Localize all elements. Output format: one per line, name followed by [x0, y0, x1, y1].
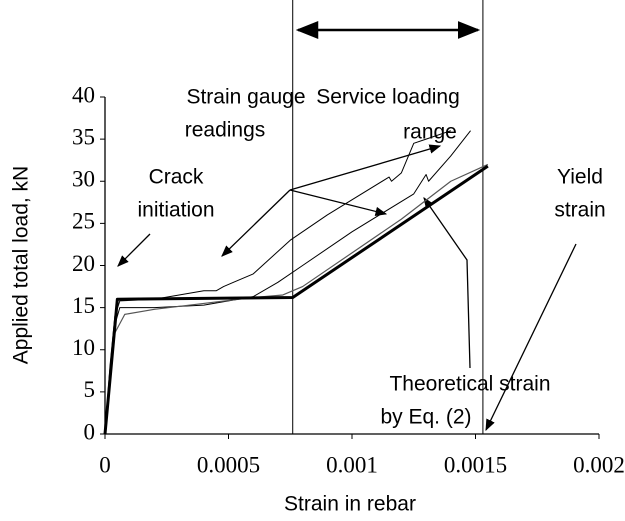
annotation: Crack: [149, 166, 204, 189]
x-tick-label: 0.0015: [444, 452, 507, 477]
annotation: range: [403, 121, 457, 144]
theory-arrow: [423, 197, 471, 369]
y-tick-label: 10: [72, 335, 95, 360]
annotation: Yield: [557, 166, 603, 189]
annotation: Strain gauge: [186, 86, 305, 109]
annotation: Service loading: [316, 86, 460, 109]
data-line: [103, 164, 489, 435]
y-tick-label: 40: [72, 82, 95, 107]
y-tick-label: 5: [84, 377, 96, 402]
annotation: readings: [185, 119, 266, 142]
x-tick-label: 0.001: [326, 452, 378, 477]
yield-arrow: [485, 243, 577, 432]
annotation: by Eq. (2): [380, 406, 471, 429]
y-tick-label: 20: [72, 251, 95, 276]
y-tick-label: 25: [72, 209, 95, 234]
y-tick-label: 0: [84, 419, 96, 444]
crack-arrow: [117, 233, 151, 267]
x-tick-label: 0: [99, 452, 111, 477]
y-tick-label: 15: [72, 293, 95, 318]
gauge-arrow: [289, 189, 388, 216]
data-line: [104, 130, 471, 435]
gauge-arrow: [289, 144, 442, 191]
y-tick-label: 30: [72, 167, 95, 192]
y-tick-label: 35: [72, 124, 95, 149]
x-tick-label: 0.0005: [197, 452, 260, 477]
arrows: [117, 21, 577, 432]
annotation: Theoretical strain: [389, 373, 550, 396]
annotation: initiation: [137, 199, 214, 222]
data-line: [104, 130, 451, 435]
x-tick-label: 0.002: [573, 452, 625, 477]
annotation: strain: [554, 199, 605, 222]
x-axis-label: Strain in rebar: [284, 493, 416, 516]
gauge-arrow: [221, 189, 291, 257]
y-axis-label: Applied total load, kN: [10, 166, 33, 364]
